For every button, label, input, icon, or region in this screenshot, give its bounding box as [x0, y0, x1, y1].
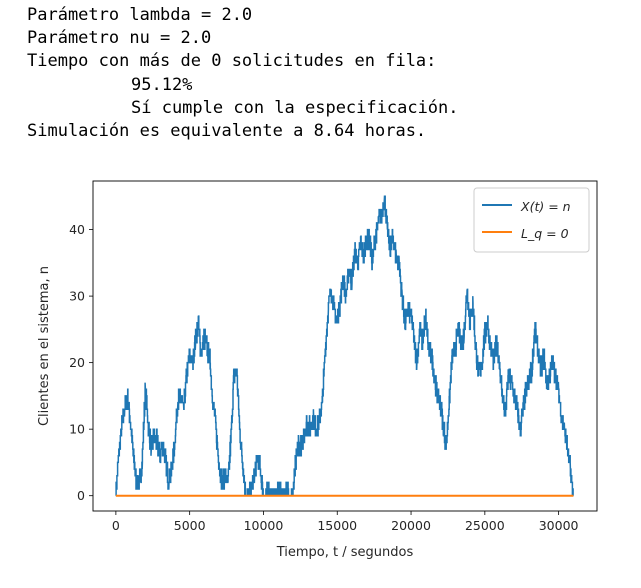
console-output: Parámetro lambda = 2.0 Parámetro nu = 2.0… [27, 4, 459, 143]
x-tick-label: 0 [112, 518, 120, 533]
legend-label-0: X(t) = n [520, 199, 571, 214]
legend: X(t) = n L_q = 0 [473, 187, 590, 253]
x-tick-label: 20000 [391, 518, 431, 533]
legend-label-1: L_q = 0 [521, 226, 569, 241]
x-axis-label: Tiempo, t / segundos [276, 545, 414, 560]
console-line: Tiempo con más de 0 solicitudes en fila: [27, 51, 437, 72]
legend-box [473, 187, 590, 253]
y-tick-label: 30 [69, 289, 85, 304]
x-tick-label: 15000 [317, 518, 357, 533]
y-axis-label: Clientes en el sistema, n [37, 266, 52, 426]
y-tick-label: 40 [69, 222, 85, 237]
chart-y-axis: 0 10 20 30 40 [69, 222, 93, 503]
x-tick-label: 30000 [539, 518, 579, 533]
console-line: Parámetro nu = 2.0 [27, 28, 212, 49]
console-line: Simulación es equivalente a 8.64 horas. [27, 120, 427, 141]
series-line-x-of-t [115, 195, 574, 497]
chart-series [115, 195, 574, 497]
console-line: 95.12% [131, 74, 193, 95]
plot-frame [92, 180, 598, 512]
x-tick-label: 25000 [465, 518, 505, 533]
chart-x-axis: 0 5000 10000 15000 20000 25000 30000 [112, 511, 579, 533]
y-tick-label: 10 [69, 422, 85, 437]
x-tick-label: 5000 [174, 518, 206, 533]
console-line: Sí cumple con la especificación. [131, 97, 459, 118]
console-line: Parámetro lambda = 2.0 [27, 5, 253, 25]
y-tick-label: 0 [77, 488, 85, 503]
x-tick-label: 10000 [244, 518, 284, 533]
y-tick-label: 20 [69, 355, 85, 370]
